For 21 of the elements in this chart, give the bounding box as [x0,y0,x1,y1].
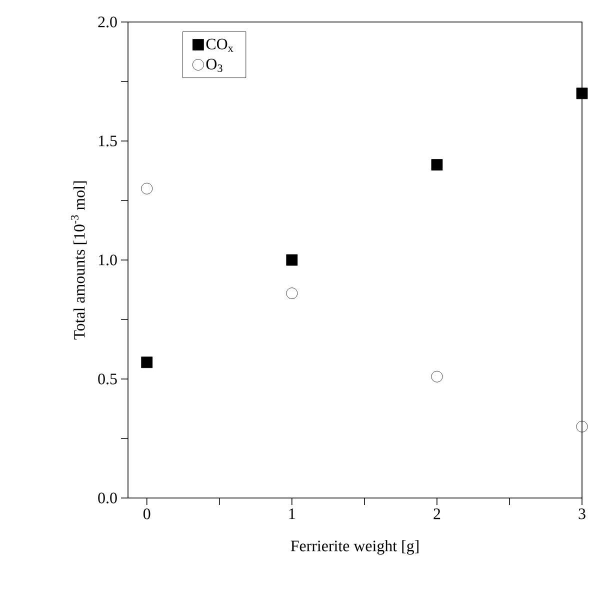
legend-label: O$_{3}$ [206,58,222,72]
x-tick-label: 2 [434,508,440,520]
x-tick-label: 1 [289,508,295,520]
point [141,182,153,194]
y-tick-label: 2.0 [98,16,117,28]
point [576,420,588,432]
x-tick-label: 3 [578,508,586,520]
x-axis-title: Ferrierite weight [g] [290,540,418,555]
y-tick-label: 1.0 [98,254,117,266]
point [141,356,153,368]
y-axis-title: Total amounts [10$^{-3}$ mol] [70,181,87,340]
point [286,288,298,300]
point [576,88,588,100]
point [431,370,443,382]
point [431,159,443,170]
point [286,254,298,266]
legend-label: CO$_{x}$ [206,38,234,52]
y-tick-label: 0.5 [98,374,117,384]
x-tick-label: 0 [143,508,150,520]
y-tick-label: 1.5 [98,136,117,146]
y-tick-label: 0.0 [98,492,117,504]
